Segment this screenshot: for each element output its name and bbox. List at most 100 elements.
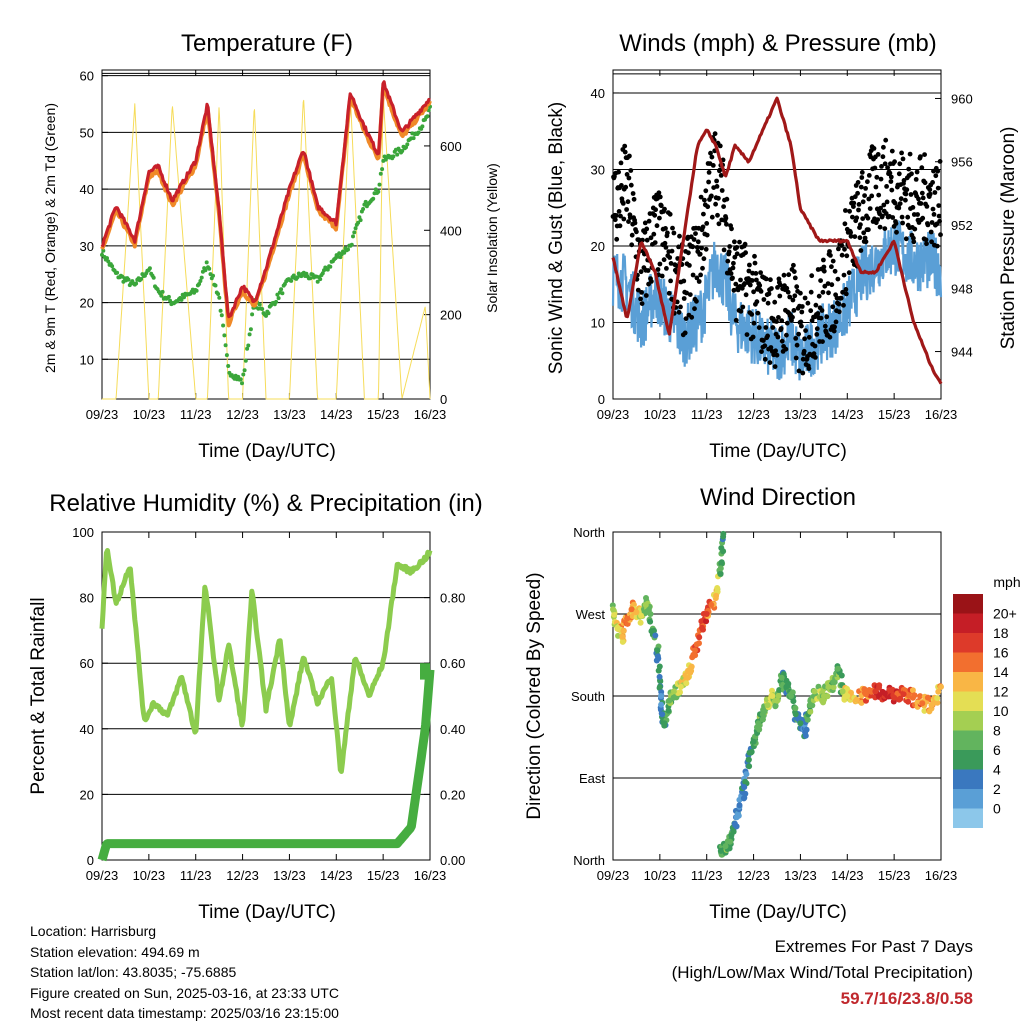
gust-point <box>905 214 911 220</box>
gust-point <box>687 263 692 268</box>
gust-point <box>652 212 658 218</box>
gust-point <box>706 179 711 185</box>
gust-point <box>727 244 733 249</box>
gust-point <box>683 316 689 321</box>
gust-point <box>640 237 645 243</box>
dewpoint-point <box>198 279 203 283</box>
gust-point <box>806 334 812 340</box>
direction-point <box>774 697 780 704</box>
dewpoint-point <box>318 277 323 282</box>
direction-point <box>642 601 649 608</box>
gust-point <box>799 309 805 315</box>
dewpoint-point <box>315 279 320 284</box>
gust-point <box>816 293 822 299</box>
direction-point <box>692 652 699 659</box>
gust-point <box>724 196 730 202</box>
direction-point <box>797 720 804 727</box>
dewpoint-point <box>328 264 333 269</box>
legend-swatch <box>953 808 983 828</box>
y-tick-label: West <box>576 607 606 622</box>
gust-point <box>749 278 755 283</box>
gust-point <box>791 308 797 313</box>
total-rainfall-line <box>97 669 435 862</box>
y-tick-label: 30 <box>591 162 605 177</box>
direction-point <box>619 638 626 645</box>
dewpoint-point <box>425 114 430 119</box>
gust-point <box>833 319 839 325</box>
direction-point <box>677 689 683 696</box>
dewpoint-point <box>204 260 209 265</box>
dewpoint-point <box>238 377 243 382</box>
winds-ylabel-right: Station Pressure (Maroon) <box>998 127 1019 350</box>
direction-point <box>775 692 782 699</box>
gust-point <box>716 221 722 227</box>
x-tick-label: 16/23 <box>925 868 958 883</box>
gust-point <box>638 296 643 302</box>
direction-point <box>900 691 907 698</box>
gust-point <box>689 314 695 320</box>
dewpoint-point <box>276 296 281 301</box>
gust-point <box>862 235 868 241</box>
direction-point <box>909 694 916 701</box>
gust-point <box>734 245 740 250</box>
x-tick-label: 10/23 <box>644 407 677 422</box>
x-tick-label: 09/23 <box>86 868 119 883</box>
direction-point <box>718 559 725 566</box>
direction-point <box>708 601 715 608</box>
direction-point <box>891 694 898 701</box>
gust-point <box>935 185 941 191</box>
gust-point <box>690 244 696 250</box>
gust-point <box>903 191 909 197</box>
gust-point <box>938 232 943 238</box>
direction-point <box>620 627 627 634</box>
direction-point <box>750 738 757 745</box>
gust-point <box>856 207 861 213</box>
gust-point <box>887 170 893 176</box>
gust-point <box>681 278 687 284</box>
gust-point <box>768 345 774 350</box>
gust-point <box>746 268 752 274</box>
gust-point <box>774 319 779 324</box>
x-tick-label: 16/23 <box>925 407 958 422</box>
dewpoint-point <box>373 187 378 192</box>
gust-point <box>725 258 731 264</box>
direction-point <box>658 701 665 708</box>
direction-point <box>863 691 869 698</box>
dewpoint-point <box>247 332 252 337</box>
dewpoint-point <box>110 264 115 269</box>
gust-point <box>694 275 700 281</box>
x-tick-label: 11/23 <box>180 868 212 883</box>
gust-point <box>896 205 902 211</box>
dewpoint-point <box>400 149 405 153</box>
legend-swatch <box>953 769 983 789</box>
gust-point <box>732 239 737 245</box>
y-tick-label: 20 <box>80 296 94 311</box>
dewpoint-point <box>219 313 224 318</box>
gust-point <box>670 225 675 231</box>
gust-point <box>888 179 894 184</box>
humidity-panel: Relative Humidity (%) & Precipitation (i… <box>28 490 483 923</box>
gust-point <box>933 173 939 179</box>
gust-point <box>766 291 772 297</box>
dewpoint-point <box>139 277 144 281</box>
gust-point <box>825 281 831 286</box>
y-tick-label: 60 <box>80 69 94 84</box>
gust-point <box>879 164 884 169</box>
gust-point <box>751 289 756 295</box>
gust-point <box>909 171 914 177</box>
direction-point <box>685 674 691 681</box>
gust-point <box>758 289 764 294</box>
dewpoint-point <box>199 275 204 280</box>
direction-point <box>769 693 776 699</box>
gust-point <box>924 241 929 247</box>
gust-point <box>691 237 697 242</box>
legend-swatch <box>953 789 983 809</box>
gust-point <box>882 226 888 232</box>
gust-point <box>744 332 750 337</box>
gust-point <box>622 149 628 155</box>
gust-point <box>774 352 780 358</box>
gust-point <box>785 289 791 295</box>
gust-point <box>808 308 814 314</box>
speed-legend-title: mph <box>993 574 1020 590</box>
direction-point <box>844 693 851 699</box>
